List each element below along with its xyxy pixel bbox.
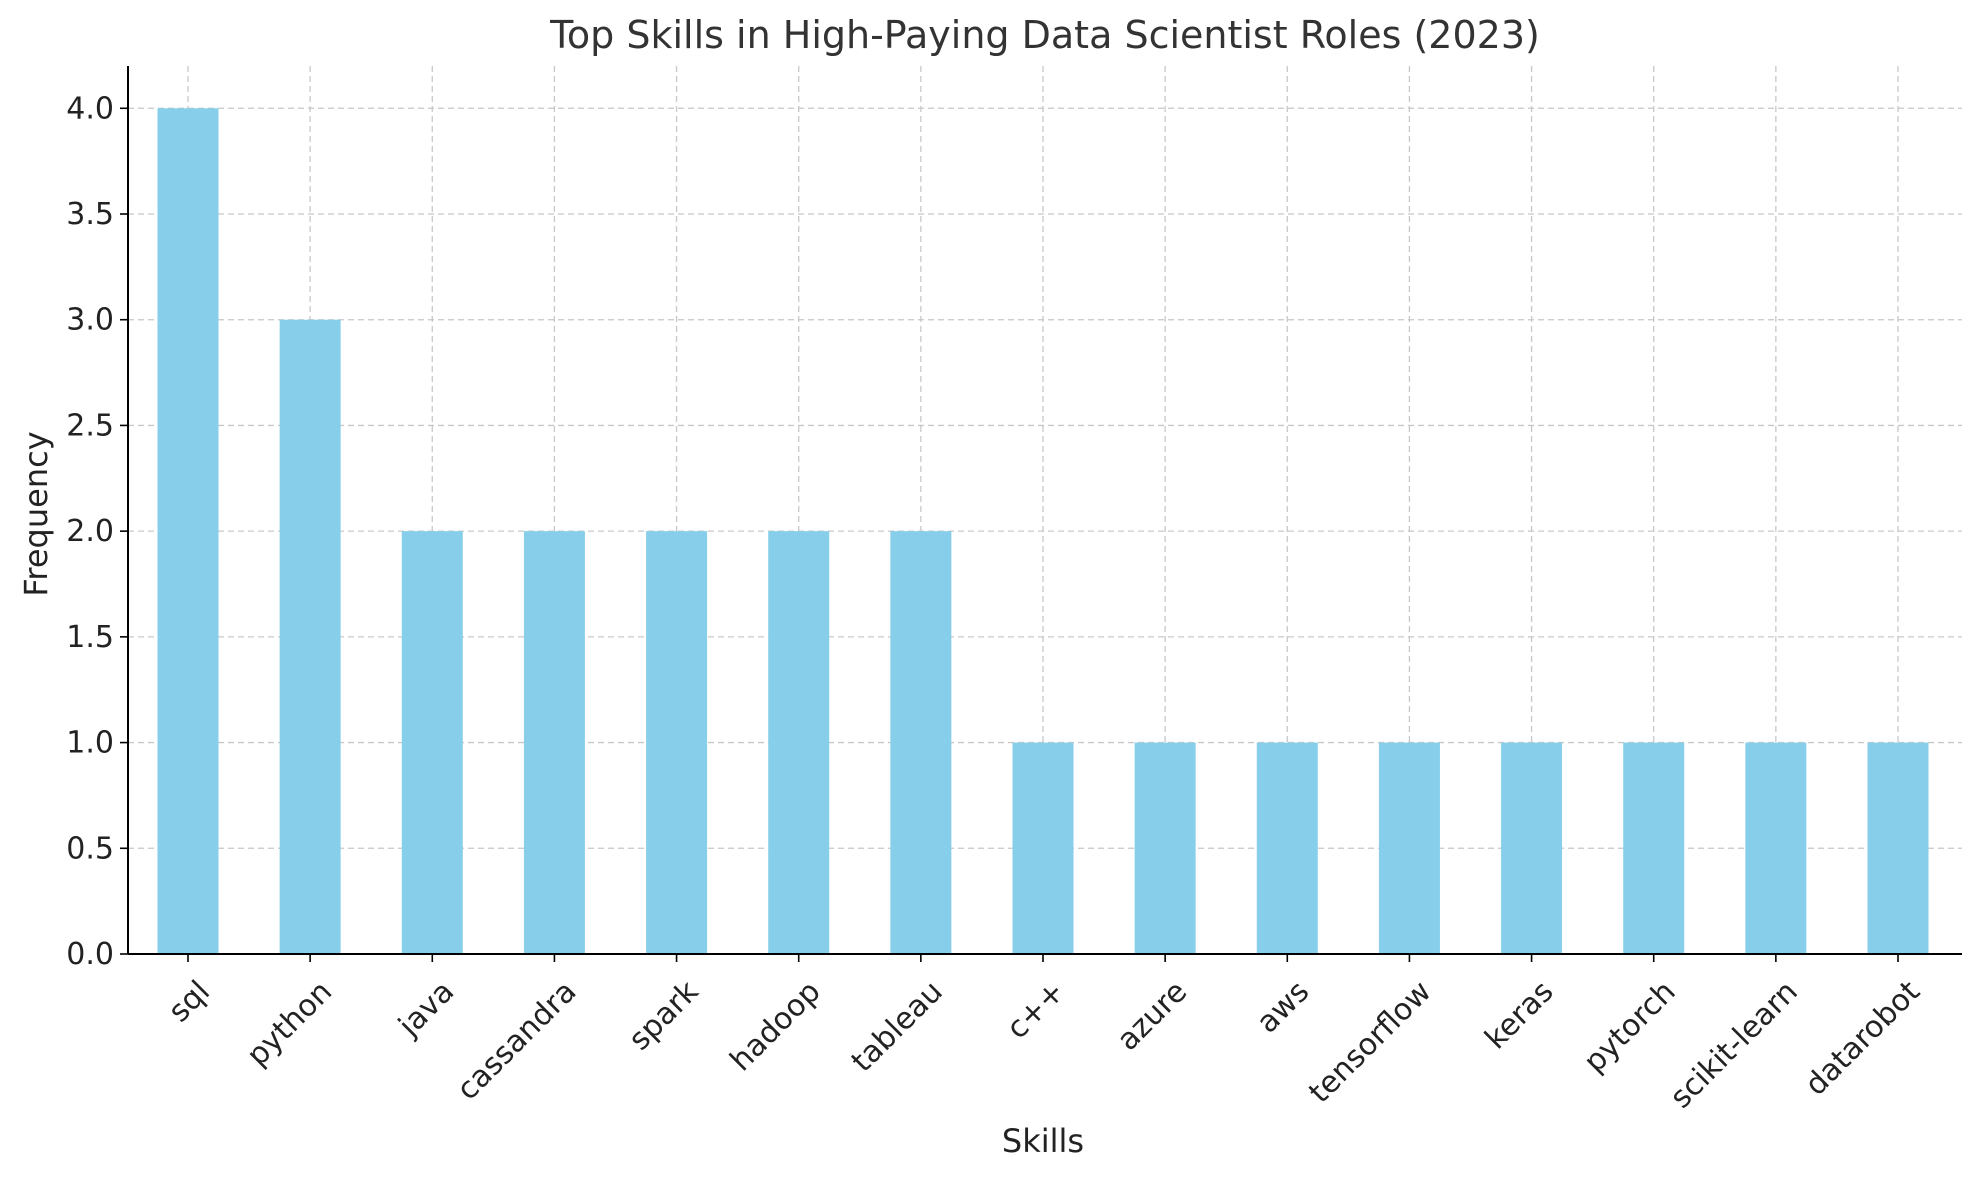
x-tick-label: azure: [1110, 974, 1194, 1058]
y-tick-label: 2.0: [66, 514, 114, 549]
x-tick-label: sql: [162, 974, 217, 1029]
bar-pytorch: [1623, 742, 1685, 954]
bar-datarobot: [1867, 742, 1929, 954]
y-axis-title: Frequency: [17, 431, 55, 596]
x-tick-label: cassandra: [450, 974, 583, 1107]
x-tick-label: tensorflow: [1302, 974, 1438, 1110]
x-tick-label: tableau: [845, 974, 950, 1079]
bar-tensorflow: [1378, 742, 1440, 954]
y-tick-label: 2.5: [66, 408, 114, 443]
bar-c++: [1012, 742, 1074, 954]
bar-azure: [1134, 742, 1196, 954]
y-ticks: 0.0 0.5 1.0 1.5 2.0 2.5 3.0 3.5 4.0: [66, 91, 128, 972]
bar-cassandra: [523, 531, 585, 954]
y-tick-label: 0.5: [66, 831, 114, 866]
x-tick-label: spark: [622, 974, 706, 1058]
bar-java: [401, 531, 463, 954]
bar-scikit-learn: [1745, 742, 1807, 954]
x-tick-label: java: [391, 974, 461, 1044]
bar-aws: [1256, 742, 1318, 954]
bar-keras: [1501, 742, 1563, 954]
x-tick-label: datarobot: [1798, 974, 1927, 1103]
x-tick-label: c++: [1000, 974, 1072, 1046]
x-tick-label: hadoop: [724, 974, 828, 1078]
y-tick-label: 3.5: [66, 197, 114, 232]
x-tick-label: aws: [1250, 974, 1316, 1040]
chart-title: Top Skills in High-Paying Data Scientist…: [549, 13, 1540, 57]
bar-hadoop: [768, 531, 830, 954]
bar-sql: [157, 108, 219, 955]
x-tick-label: python: [240, 974, 339, 1073]
bar-python: [279, 319, 341, 954]
bar-tableau: [890, 531, 952, 954]
x-tick-label: pytorch: [1577, 974, 1682, 1079]
y-tick-label: 3.0: [66, 303, 114, 338]
bars-layer: [157, 108, 1929, 955]
x-axis-title: Skills: [1002, 1122, 1084, 1160]
y-tick-label: 1.0: [66, 726, 114, 761]
x-tick-label: keras: [1478, 974, 1560, 1056]
y-tick-label: 4.0: [66, 91, 114, 126]
y-tick-label: 1.5: [66, 620, 114, 655]
y-tick-label: 0.0: [66, 937, 114, 972]
x-tick-label: scikit-learn: [1664, 974, 1805, 1115]
bar-spark: [646, 531, 708, 954]
